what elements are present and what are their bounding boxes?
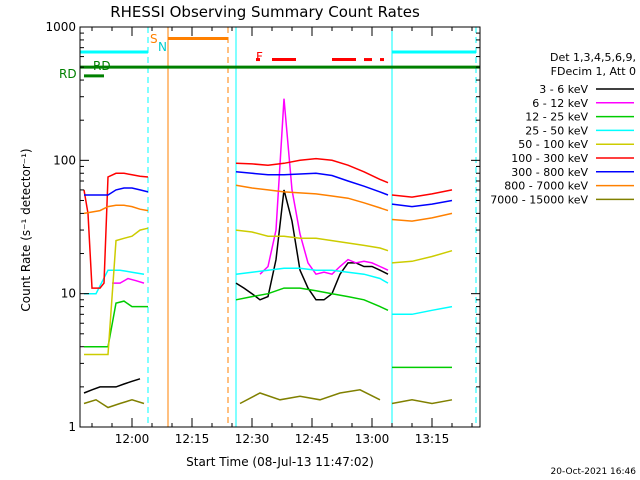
legend-label-6: 300 - 800 keV — [511, 166, 588, 179]
y-tick-label-3: 1000 — [45, 20, 76, 34]
series-6-segment-2 — [391, 199, 453, 208]
x-tick-label-1: 12:15 — [175, 432, 210, 446]
rd-annotation-top: RD — [93, 59, 111, 73]
legend-label-2: 12 - 25 keV — [525, 111, 588, 124]
y-tick-label-1: 10 — [61, 287, 76, 301]
series-7-segment-1 — [235, 184, 389, 212]
legend-label-5: 100 - 300 keV — [511, 152, 588, 165]
legend-label-7: 800 - 7000 keV — [504, 180, 588, 193]
series-7-segment-2 — [391, 212, 453, 222]
series-lines — [83, 98, 453, 409]
status-bars — [80, 36, 480, 78]
y-tick-label-2: 100 — [53, 153, 76, 167]
x-axis-label: Start Time (08-Jul-13 11:47:02) — [186, 455, 374, 469]
series-2-segment-0 — [84, 300, 148, 348]
series-8-segment-0 — [83, 398, 145, 409]
legend-label-0: 3 - 6 keV — [539, 83, 588, 96]
series-4-segment-2 — [391, 249, 453, 264]
x-tick-label-3: 12:45 — [295, 432, 330, 446]
series-3-segment-1 — [235, 267, 389, 284]
series-1-segment-0 — [112, 277, 145, 284]
series-6-segment-0 — [84, 187, 149, 196]
series-0-segment-1 — [235, 189, 389, 301]
timestamp: 20-Oct-2021 16:46 — [551, 467, 637, 477]
series-5-segment-1 — [235, 157, 389, 184]
chart-title: RHESSI Observing Summary Count Rates — [110, 3, 420, 21]
series-4-segment-1 — [235, 229, 389, 252]
series-4-segment-0 — [84, 227, 149, 356]
series-1-segment-1 — [259, 98, 389, 276]
series-6-segment-1 — [235, 171, 389, 196]
saa-annotation: S — [150, 32, 158, 46]
y-tick-label-0: 1 — [68, 420, 76, 434]
rd-annotation-bottom: RD — [59, 67, 77, 81]
y-axis-ticks: 1 10 100 1000 — [45, 20, 480, 434]
x-axis-ticks: 12:00 12:15 12:30 12:45 13:00 13:15 — [91, 27, 473, 446]
x-tick-label-4: 13:00 — [355, 432, 390, 446]
x-tick-label-0: 12:00 — [115, 432, 150, 446]
plot-frame — [79, 26, 481, 428]
series-5-segment-2 — [391, 189, 453, 198]
x-tick-label-5: 13:15 — [415, 432, 450, 446]
series-8-segment-1 — [239, 389, 381, 405]
series-5-segment-0 — [83, 172, 149, 289]
series-8-segment-2 — [391, 399, 453, 405]
night-annotation: N — [158, 40, 167, 54]
legend-label-4: 50 - 100 keV — [518, 138, 588, 151]
y-axis-label: Count Rate (s⁻¹ detector⁻¹) — [19, 148, 33, 311]
legend-label-3: 25 - 50 keV — [525, 124, 588, 137]
legend-label-8: 7000 - 15000 keV — [490, 193, 588, 206]
series-7-segment-0 — [83, 204, 149, 215]
series-3-segment-2 — [392, 305, 453, 316]
legend-header-line-2: FDecim 1, Att 0 — [551, 65, 636, 78]
series-0-segment-0 — [83, 378, 141, 394]
x-tick-label-2: 12:30 — [235, 432, 270, 446]
flare-annotation: F — [256, 50, 263, 64]
legend-header-line-1: Det 1,3,4,5,6,9, — [550, 51, 636, 64]
series-2-segment-1 — [235, 287, 389, 311]
legend-label-1: 6 - 12 keV — [532, 97, 588, 110]
